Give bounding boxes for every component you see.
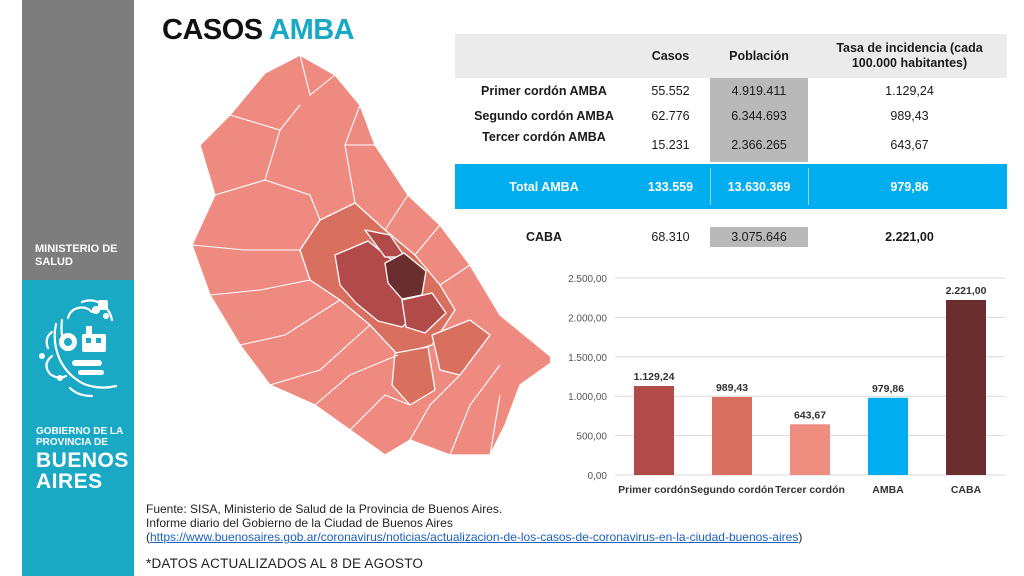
- bar: [712, 397, 752, 475]
- ministry-line-1: MINISTERIO DE: [35, 243, 118, 255]
- map-region-medium: [431, 319, 491, 376]
- y-tick-label: 500,00: [576, 432, 607, 443]
- row-tasa: 989,43: [890, 109, 929, 123]
- ministry-line-2: SALUD: [35, 256, 73, 268]
- title-part-1: CASOS: [162, 14, 263, 46]
- source-paren-open: (: [146, 530, 150, 544]
- header-poblacion: Población: [729, 48, 789, 63]
- caba-label: CABA: [525, 230, 563, 244]
- x-category-label: Tercer cordón: [775, 484, 845, 496]
- total-row: Total AMBA 133.559 13.630.369 979,86: [455, 164, 1007, 209]
- update-note: *DATOS ACTUALIZADOS AL 8 DE AGOSTO: [146, 556, 424, 571]
- x-category-label: AMBA: [872, 484, 904, 496]
- bar-value-label: 643,67: [794, 409, 826, 421]
- caba-poblacion: 3.075.646: [710, 227, 808, 247]
- bar-value-label: 989,43: [716, 382, 748, 394]
- table-row: Primer cordón AMBA 55.552 4.919.411 1.12…: [455, 78, 1007, 104]
- caba-row: CABA 68.310 3.075.646 2.221,00: [455, 227, 1007, 247]
- gov-line-1: GOBIERNO DE LA: [36, 426, 124, 437]
- ba-line-1: BUENOS: [36, 449, 129, 472]
- caba-tasa: 2.221,00: [885, 230, 934, 244]
- table-row: Tercer cordón AMBA 15.231 2.366.265 643,…: [455, 128, 1007, 162]
- bar: [946, 299, 986, 475]
- bar: [790, 424, 830, 475]
- source-link[interactable]: https://www.buenosaires.gob.ar/coronavir…: [150, 530, 799, 544]
- total-tasa: 979,86: [890, 179, 929, 194]
- bar-value-label: 1.129,24: [634, 371, 675, 383]
- government-label: GOBIERNO DE LA PROVINCIA DE: [36, 426, 123, 448]
- row-label: Segundo cordón AMBA: [474, 109, 614, 123]
- row-tasa: 1.129,24: [885, 84, 934, 98]
- header-casos: Casos: [651, 48, 690, 63]
- row-poblacion: 2.366.265: [710, 128, 808, 162]
- title-part-2: AMBA: [269, 14, 355, 46]
- y-tick-label: 1.000,00: [568, 392, 607, 403]
- row-tasa: 643,67: [890, 138, 929, 152]
- source-line-3: (https://www.buenosaires.gob.ar/coronavi…: [146, 530, 802, 544]
- x-category-label: Segundo cordón: [690, 484, 773, 496]
- sidebar-top-block: [22, 0, 134, 236]
- row-casos: 55.552: [651, 84, 690, 98]
- bar: [634, 386, 674, 475]
- row-casos: 15.231: [651, 138, 690, 152]
- row-casos: 62.776: [651, 109, 690, 123]
- row-label: Tercer cordón AMBA: [482, 130, 606, 144]
- map-region-medium: [391, 346, 436, 406]
- table-row: Segundo cordón AMBA 62.776 6.344.693 989…: [455, 104, 1007, 128]
- bar: [868, 397, 908, 475]
- y-tick-label: 2.500,00: [568, 274, 607, 285]
- row-label: Primer cordón AMBA: [481, 84, 607, 98]
- header-tasa: Tasa de incidencia (cada 100.000 habitan…: [836, 41, 983, 70]
- x-category-label: Primer cordón: [618, 484, 690, 496]
- y-tick-label: 1.500,00: [568, 353, 607, 364]
- row-poblacion: 4.919.411: [710, 78, 808, 104]
- amba-map: [191, 54, 550, 456]
- x-category-label: CABA: [951, 484, 982, 496]
- map-region-dark: [401, 292, 447, 334]
- source-paren-close: ): [798, 530, 803, 544]
- bar-value-label: 979,86: [872, 383, 904, 395]
- gov-line-2: PROVINCIA DE: [36, 437, 108, 448]
- buenos-aires-wordmark: BUENOS AIRES: [36, 450, 129, 492]
- incidence-table: Casos Población Tasa de incidencia (cada…: [455, 34, 1007, 264]
- table-header-row: Casos Población Tasa de incidencia (cada…: [455, 34, 1007, 78]
- province-emblem-icon: [39, 299, 118, 398]
- ministry-label: MINISTERIO DE SALUD: [22, 236, 134, 280]
- bar-value-label: 2.221,00: [946, 285, 987, 297]
- source-note: Fuente: SISA, Ministerio de Salud de la …: [146, 502, 802, 544]
- source-line-2: Informe diario del Gobierno de la Ciudad…: [146, 516, 453, 530]
- caba-casos: 68.310: [651, 230, 690, 244]
- total-casos: 133.559: [647, 179, 694, 194]
- row-poblacion: 6.344.693: [710, 104, 808, 128]
- page-title: CASOS AMBA: [162, 14, 355, 47]
- ba-line-2: AIRES: [36, 470, 103, 493]
- map-region-darkest: [384, 252, 427, 300]
- incidence-bar-chart: 0,00 500,00 1.000,00 1.500,00 2.000,00 2.500,…: [568, 274, 1005, 496]
- source-line-1: Fuente: SISA, Ministerio de Salud de la …: [146, 502, 503, 516]
- total-poblacion: 13.630.369: [727, 179, 791, 194]
- y-tick-label: 2.000,00: [568, 313, 607, 324]
- y-tick-label: 0,00: [588, 471, 608, 482]
- total-label: Total AMBA: [509, 179, 579, 194]
- government-logo-block: GOBIERNO DE LA PROVINCIA DE BUENOS AIRES: [22, 280, 134, 576]
